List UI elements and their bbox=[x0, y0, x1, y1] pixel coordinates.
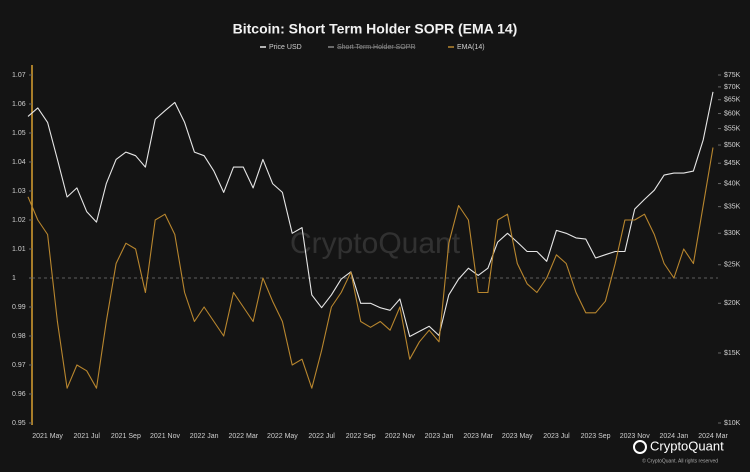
x-tick-label: 2023 Mar bbox=[463, 433, 493, 440]
x-tick-label: 2022 Nov bbox=[385, 433, 415, 440]
x-tick-label: 2023 Sep bbox=[581, 433, 611, 440]
series-line bbox=[27, 147, 714, 389]
y-tick-label: 1.05 bbox=[12, 130, 26, 137]
y2-tick-label: $15K bbox=[724, 350, 741, 357]
y2-tick-label: $75K bbox=[724, 72, 741, 79]
y2-tick-label: $45K bbox=[724, 160, 741, 167]
y2-tick-label: $25K bbox=[724, 262, 741, 269]
x-tick-label: 2022 Mar bbox=[229, 433, 259, 440]
y2-tick-label: $70K bbox=[724, 84, 741, 91]
x-tick-label: 2023 Jul bbox=[543, 433, 570, 440]
y-tick-label: 1.03 bbox=[12, 188, 26, 195]
legend-label[interactable]: Price USD bbox=[269, 44, 302, 51]
y2-tick-label: $60K bbox=[724, 110, 741, 117]
y-tick-label: 0.99 bbox=[12, 304, 26, 311]
y-tick-label: 1 bbox=[12, 275, 16, 282]
x-tick-label: 2024 Jan bbox=[659, 433, 688, 440]
brand-logo: CryptoQuant bbox=[633, 438, 724, 454]
x-tick-label: 2022 Sep bbox=[346, 433, 376, 440]
x-tick-label: 2023 Nov bbox=[620, 433, 650, 440]
y-tick-label: 0.98 bbox=[12, 333, 26, 340]
series-line bbox=[27, 91, 714, 338]
watermark: CryptoQuant bbox=[290, 227, 461, 260]
x-tick-label: 2021 Jul bbox=[73, 433, 100, 440]
y-tick-label: 1.04 bbox=[12, 159, 26, 166]
y2-tick-label: $55K bbox=[724, 125, 741, 132]
y-tick-label: 1.07 bbox=[12, 72, 26, 79]
y2-tick-label: $10K bbox=[724, 420, 741, 427]
x-tick-label: 2022 May bbox=[267, 433, 298, 440]
x-tick-label: 2021 May bbox=[32, 433, 63, 440]
x-tick-label: 2022 Jan bbox=[190, 433, 219, 440]
y-tick-label: 1.01 bbox=[12, 246, 26, 253]
y-tick-label: 1.06 bbox=[12, 101, 26, 108]
y-tick-label: 1.02 bbox=[12, 217, 26, 224]
x-tick-label: 2021 Sep bbox=[111, 433, 141, 440]
chart-title: Bitcoin: Short Term Holder SOPR (EMA 14) bbox=[233, 21, 518, 37]
copyright: © CryptoQuant. All rights reserved bbox=[642, 457, 718, 464]
x-tick-label: 2021 Nov bbox=[150, 433, 180, 440]
y2-tick-label: $50K bbox=[724, 142, 741, 149]
legend-label[interactable]: Short Term Holder SOPR bbox=[337, 44, 415, 51]
y2-tick-label: $65K bbox=[724, 97, 741, 104]
x-tick-label: 2023 May bbox=[502, 433, 533, 440]
y2-tick-label: $35K bbox=[724, 203, 741, 210]
y-tick-label: 0.95 bbox=[12, 420, 26, 427]
logo-icon bbox=[633, 440, 647, 454]
legend: Price USD Short Term Holder SOPR EMA(14) bbox=[260, 44, 485, 51]
brand-name: CryptoQuant bbox=[650, 438, 724, 453]
y2-tick-label: $30K bbox=[724, 230, 741, 237]
legend-label[interactable]: EMA(14) bbox=[457, 44, 485, 51]
y2-tick-label: $40K bbox=[724, 180, 741, 187]
y-tick-label: 0.96 bbox=[12, 391, 26, 398]
x-tick-label: 2023 Jan bbox=[425, 433, 454, 440]
y-tick-label: 0.97 bbox=[12, 362, 26, 369]
x-tick-label: 2022 Jul bbox=[308, 433, 335, 440]
y2-tick-label: $20K bbox=[724, 300, 741, 307]
x-tick-label: 2024 Mar bbox=[698, 433, 728, 440]
